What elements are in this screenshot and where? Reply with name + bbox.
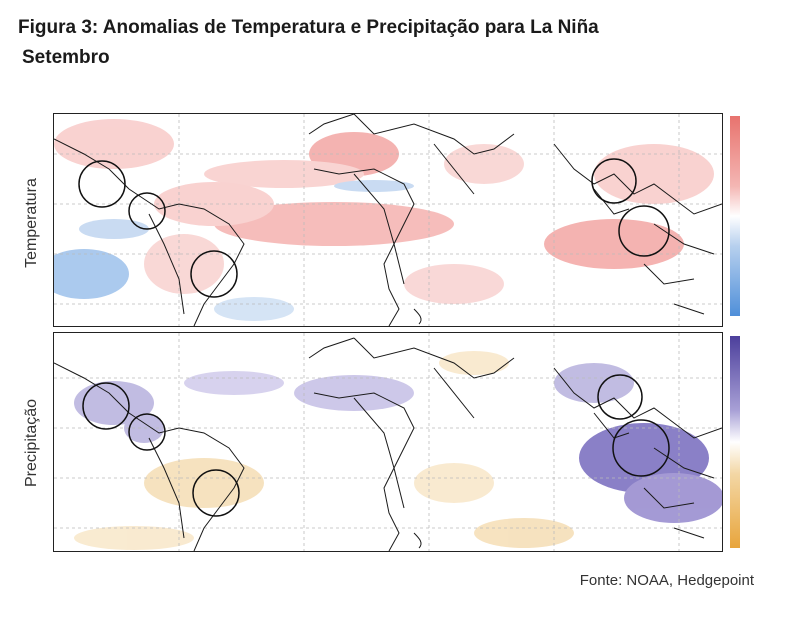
- map-gridlines: [54, 114, 722, 326]
- coastlines: [54, 337, 722, 551]
- precipitation-map: [54, 333, 722, 551]
- temperature-axis-label: Temperatura: [23, 178, 40, 268]
- figure-subtitle: Setembro: [22, 47, 110, 68]
- map-gridlines: [54, 333, 722, 551]
- highlight-circles: [78, 158, 670, 298]
- precipitation-anomaly-field: [74, 351, 722, 550]
- precipitation-map-panel[interactable]: [53, 332, 723, 552]
- figure-title: Figura 3: Anomalias de Temperatura e Pre…: [18, 17, 599, 38]
- precipitation-axis-label: Precipitação: [23, 398, 40, 488]
- temperature-map: [54, 114, 722, 326]
- temperature-map-panel[interactable]: [53, 113, 723, 327]
- source-caption: Fonte: NOAA, Hedgepoint: [579, 572, 754, 589]
- temperature-colorbar: [730, 116, 740, 316]
- coastlines: [54, 114, 722, 326]
- precipitation-colorbar: [730, 336, 740, 548]
- temperature-anomaly-field: [54, 119, 714, 321]
- highlight-circles: [82, 374, 670, 517]
